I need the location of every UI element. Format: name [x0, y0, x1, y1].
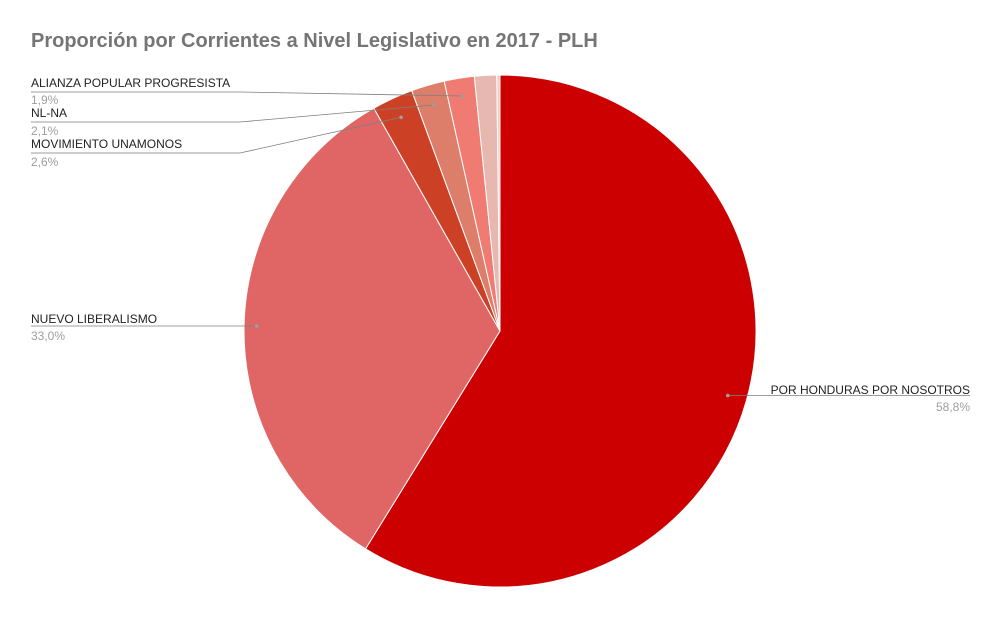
leader-dot-por-honduras-por-nosotros: [726, 393, 730, 398]
slice-label-alianza-popular-progresista: ALIANZA POPULAR PROGRESISTA: [31, 76, 230, 90]
slice-label-nl-na: NL-NA: [31, 106, 67, 120]
chart-title: Proporción por Corrientes a Nivel Legisl…: [31, 30, 598, 52]
slice-label-movimiento-unamonos: MOVIMIENTO UNAMONOS: [31, 137, 182, 151]
leader-dot-nl-na: [431, 103, 436, 107]
slice-value-nuevo-liberalismo: 33,0%: [31, 329, 65, 343]
pie-labels: POR HONDURAS POR NOSOTROS 58,8% NUEVO LIBE…: [31, 76, 970, 414]
slice-label-nuevo-liberalismo: NUEVO LIBERALISMO: [31, 312, 157, 326]
pie-slice-unlabeled-6: [496, 74, 501, 332]
slice-label-por-honduras-por-nosotros: POR HONDURAS POR NOSOTROS: [771, 383, 970, 397]
pie-slice-por-honduras-por-nosotros: [364, 74, 757, 588]
leader-dot-nuevo-liberalismo: [254, 324, 259, 328]
slice-value-movimiento-unamonos: 2,6%: [31, 155, 59, 169]
leader-dot-movimiento-unamonos: [399, 115, 403, 120]
leader-dot-alianza-popular-progresista: [460, 94, 464, 98]
slice-value-por-honduras-por-nosotros: 58,8%: [936, 400, 970, 414]
leader-line-nl-na: [31, 104, 434, 123]
slice-value-alianza-popular-progresista: 1,9%: [31, 93, 59, 107]
leader-line-movimiento-unamonos: [31, 116, 402, 154]
slice-value-nl-na: 2,1%: [31, 124, 59, 138]
pie-slices: [243, 74, 757, 588]
leader-line-alianza-popular-progresista: [31, 91, 463, 97]
